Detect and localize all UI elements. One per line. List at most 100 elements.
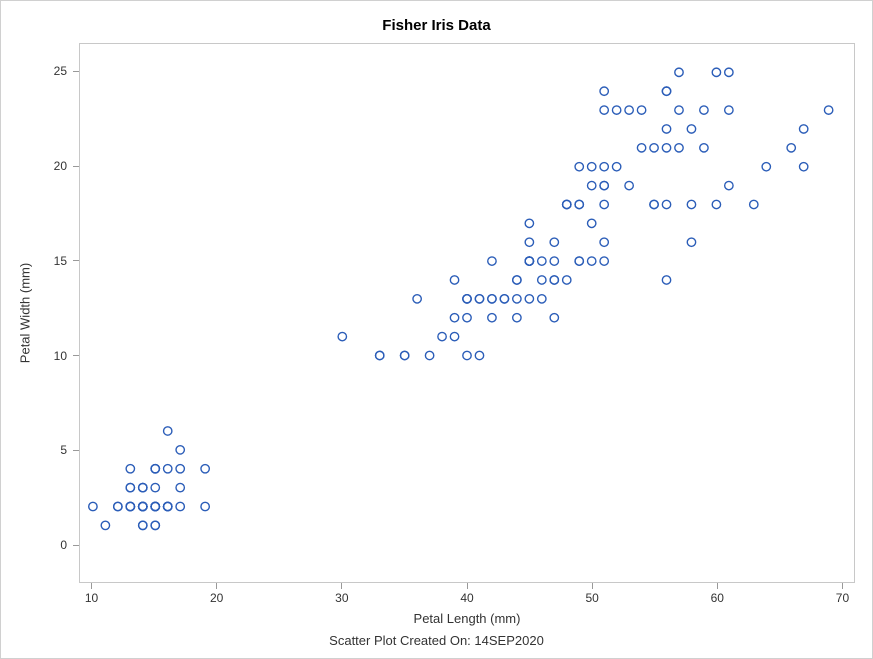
chart-frame: Fisher Iris Data Petal Width (mm) Petal … [0, 0, 873, 659]
chart-footnote: Scatter Plot Created On: 14SEP2020 [1, 633, 872, 648]
y-tick-label: 0 [60, 538, 67, 552]
chart-title: Fisher Iris Data [1, 17, 872, 34]
scatter-point [376, 351, 384, 359]
scatter-point [588, 257, 596, 265]
scatter-point [450, 276, 458, 284]
scatter-point [650, 144, 658, 152]
scatter-point [164, 502, 172, 510]
scatter-point [450, 332, 458, 340]
scatter-point [513, 295, 521, 303]
scatter-point [687, 200, 695, 208]
scatter-point [475, 351, 483, 359]
scatter-point [139, 521, 147, 529]
scatter-point [637, 144, 645, 152]
scatter-point [201, 502, 209, 510]
scatter-point [600, 181, 608, 189]
y-tick-mark [73, 450, 79, 451]
x-tick-label: 20 [210, 591, 223, 605]
scatter-point [662, 125, 670, 133]
scatter-point [176, 446, 184, 454]
scatter-point [750, 200, 758, 208]
x-tick-label: 10 [85, 591, 98, 605]
scatter-point [488, 314, 496, 322]
x-tick-mark [341, 583, 342, 589]
scatter-point [725, 106, 733, 114]
scatter-point [725, 68, 733, 76]
scatter-point [164, 427, 172, 435]
scatter-point [101, 521, 109, 529]
scatter-point [450, 314, 458, 322]
scatter-point [126, 483, 134, 491]
scatter-point [425, 351, 433, 359]
scatter-point [176, 483, 184, 491]
y-tick-mark [73, 260, 79, 261]
scatter-point [400, 351, 408, 359]
scatter-point [600, 163, 608, 171]
scatter-point [675, 144, 683, 152]
scatter-point [550, 257, 558, 265]
scatter-point [563, 276, 571, 284]
x-tick-mark [216, 583, 217, 589]
scatter-point [687, 238, 695, 246]
scatter-point [463, 351, 471, 359]
scatter-point [525, 295, 533, 303]
scatter-point [513, 314, 521, 322]
scatter-point [700, 144, 708, 152]
scatter-point [151, 502, 159, 510]
scatter-point [139, 483, 147, 491]
scatter-point [600, 87, 608, 95]
x-tick-mark [717, 583, 718, 589]
y-tick-mark [73, 545, 79, 546]
x-tick-label: 60 [711, 591, 724, 605]
x-tick-mark [467, 583, 468, 589]
scatter-point [662, 144, 670, 152]
scatter-point [538, 276, 546, 284]
scatter-point [612, 163, 620, 171]
scatter-point [500, 295, 508, 303]
y-axis-label: Petal Width (mm) [18, 263, 33, 363]
scatter-point [625, 181, 633, 189]
scatter-point [550, 238, 558, 246]
scatter-point [463, 314, 471, 322]
scatter-point [799, 163, 807, 171]
scatter-point [475, 295, 483, 303]
scatter-point [612, 106, 620, 114]
scatter-point [588, 163, 596, 171]
scatter-point [662, 87, 670, 95]
scatter-point [525, 219, 533, 227]
scatter-point [787, 144, 795, 152]
scatter-point [139, 502, 147, 510]
x-tick-label: 50 [585, 591, 598, 605]
y-tick-mark [73, 166, 79, 167]
y-tick-label: 25 [54, 64, 67, 78]
scatter-point [799, 125, 807, 133]
scatter-point [575, 163, 583, 171]
x-tick-mark [842, 583, 843, 589]
x-axis-label: Petal Length (mm) [414, 611, 521, 626]
scatter-point [824, 106, 832, 114]
scatter-layer [80, 44, 854, 582]
scatter-point [176, 465, 184, 473]
scatter-point [575, 257, 583, 265]
scatter-point [712, 68, 720, 76]
scatter-point [600, 200, 608, 208]
scatter-point [164, 465, 172, 473]
scatter-point [637, 106, 645, 114]
scatter-point [600, 257, 608, 265]
y-tick-label: 20 [54, 159, 67, 173]
scatter-point [675, 68, 683, 76]
scatter-point [725, 181, 733, 189]
x-tick-label: 70 [836, 591, 849, 605]
scatter-point [488, 295, 496, 303]
scatter-point [201, 465, 209, 473]
scatter-point [588, 181, 596, 189]
scatter-point [712, 200, 720, 208]
y-tick-label: 15 [54, 254, 67, 268]
scatter-point [525, 238, 533, 246]
scatter-point [176, 502, 184, 510]
scatter-point [438, 332, 446, 340]
scatter-point [151, 483, 159, 491]
scatter-point [625, 106, 633, 114]
scatter-point [463, 295, 471, 303]
y-tick-mark [73, 71, 79, 72]
